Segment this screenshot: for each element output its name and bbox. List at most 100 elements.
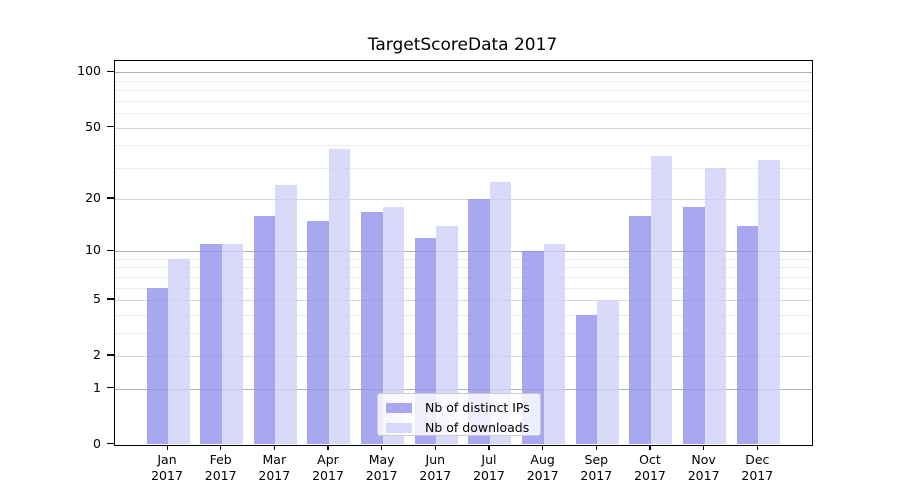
bar-downloads: [436, 226, 458, 445]
x-tick-label: Sep 2017: [568, 452, 624, 483]
y-tick-label: 0: [93, 435, 101, 451]
x-tick-label: Apr 2017: [300, 452, 356, 483]
legend-item-downloads: Nb of downloads: [378, 419, 540, 436]
x-tick: [434, 444, 436, 450]
gridline: [115, 145, 812, 147]
y-tick: [107, 197, 114, 199]
bar-downloads: [328, 149, 351, 445]
x-tick: [595, 444, 597, 450]
y-tick-label: 1: [93, 379, 101, 395]
gridline: [115, 127, 812, 129]
x-tick: [220, 444, 222, 450]
gridline: [115, 72, 812, 74]
legend-swatch-downloads: [386, 422, 412, 433]
y-tick: [107, 70, 114, 73]
x-tick-label: Aug 2017: [515, 452, 571, 483]
x-month-label: Nov: [691, 452, 716, 467]
y-tick-label: 5: [93, 291, 101, 307]
x-year-label: 2017: [365, 467, 398, 483]
x-month-label: Mar: [262, 452, 287, 467]
gridline: [115, 332, 812, 334]
x-tick-label: Jul 2017: [461, 452, 517, 483]
x-month-label: Jun: [425, 452, 446, 467]
x-year-label: 2017: [419, 467, 452, 483]
gridline: [115, 388, 812, 390]
bar-downloads: [597, 300, 619, 445]
x-tick: [166, 444, 168, 450]
x-tick-label: Dec 2017: [729, 452, 785, 483]
x-month-label: Dec: [745, 452, 770, 467]
x-tick: [381, 444, 383, 450]
bar-downloads: [758, 160, 780, 445]
gridline: [115, 267, 812, 269]
y-tick-label: 10: [85, 242, 101, 258]
gridline: [115, 314, 812, 316]
y-tick: [107, 125, 114, 128]
gridline: [115, 80, 812, 82]
gridline: [115, 113, 812, 115]
gridline: [115, 276, 812, 278]
x-tick-label: May 2017: [354, 452, 410, 483]
gridline: [115, 90, 812, 92]
y-tick: [107, 249, 114, 251]
bar-downloads: [221, 244, 244, 445]
x-year-label: 2017: [580, 467, 613, 483]
legend-item-distinct-ips: Nb of distinct IPs: [378, 399, 540, 416]
y-tick: [107, 354, 114, 356]
bar-distinct-ips: [575, 314, 598, 445]
bar-distinct-ips: [146, 287, 168, 445]
gridline: [115, 287, 812, 289]
x-year-label: 2017: [312, 467, 344, 483]
bar-distinct-ips: [629, 216, 651, 445]
gridline: [115, 100, 812, 102]
x-year-label: 2017: [526, 467, 559, 483]
y-tick: [107, 442, 114, 445]
x-month-label: Jul: [481, 452, 497, 467]
x-year-label: 2017: [204, 467, 237, 483]
bar-downloads: [168, 258, 190, 445]
gridline: [115, 355, 812, 357]
x-tick: [756, 444, 758, 450]
x-tick-label: Oct 2017: [622, 452, 678, 483]
chart-title: TargetScoreData 2017: [367, 35, 558, 55]
gridline: [115, 167, 812, 169]
x-year-label: 2017: [151, 467, 183, 483]
x-month-label: Feb: [209, 452, 232, 467]
y-tick: [107, 387, 114, 389]
x-tick-label: Feb 2017: [193, 452, 249, 483]
bar-distinct-ips: [253, 216, 276, 445]
gridline: [115, 300, 812, 302]
y-tick: [107, 298, 114, 300]
x-year-label: 2017: [258, 467, 291, 483]
bar-distinct-ips: [468, 199, 490, 445]
x-year-label: 2017: [687, 467, 720, 483]
bar-distinct-ips: [736, 226, 759, 445]
x-year-label: 2017: [473, 467, 505, 483]
legend-label-distinct-ips: Nb of distinct IPs: [425, 400, 530, 415]
x-year-label: 2017: [741, 467, 774, 483]
bar-distinct-ips: [361, 211, 383, 445]
bar-distinct-ips: [414, 237, 437, 445]
bar-downloads: [650, 155, 673, 445]
y-tick-label: 20: [85, 190, 101, 206]
legend-label-downloads: Nb of downloads: [425, 420, 530, 435]
x-tick: [542, 444, 544, 450]
bar-distinct-ips: [307, 221, 329, 445]
x-year-label: 2017: [634, 467, 666, 483]
bar-downloads: [704, 167, 727, 445]
x-month-label: Oct: [639, 452, 661, 467]
x-tick: [273, 444, 275, 450]
bar-downloads: [382, 207, 405, 445]
x-tick: [488, 444, 490, 450]
y-tick-label: 100: [77, 63, 101, 79]
x-month-label: Apr: [317, 452, 339, 467]
x-month-label: Jan: [157, 452, 177, 467]
x-tick: [327, 444, 329, 450]
legend-swatch-distinct-ips: [386, 402, 412, 413]
x-tick: [703, 444, 705, 450]
gridline: [115, 258, 812, 260]
y-tick-label: 2: [93, 346, 101, 362]
x-tick-label: Jun 2017: [407, 452, 463, 483]
y-tick-label: 50: [85, 118, 101, 134]
